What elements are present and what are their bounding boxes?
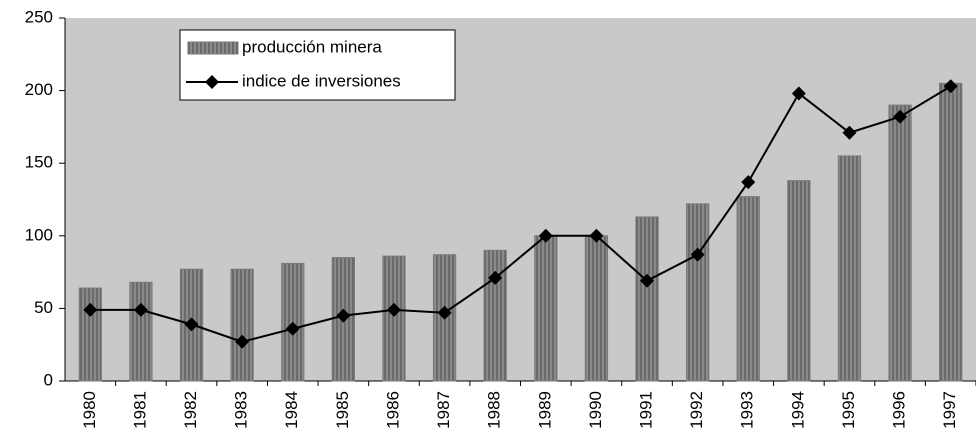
x-tick-label: 1984: [282, 391, 301, 429]
x-tick-label: 1996: [890, 391, 909, 429]
bar: [635, 216, 659, 382]
x-tick-label: 1992: [687, 391, 706, 429]
marker: [184, 317, 199, 332]
x-tick-label: 1982: [181, 391, 200, 429]
y-tick-label: 200: [25, 80, 53, 99]
marker: [437, 305, 452, 320]
x-tick-label: 1987: [434, 391, 453, 429]
bar: [584, 235, 609, 382]
y-tick-label: 50: [34, 298, 53, 317]
bar: [129, 281, 153, 382]
legend-marker: [205, 75, 219, 89]
marker: [943, 79, 958, 94]
marker: [235, 334, 250, 349]
legend-label: indice de inversiones: [242, 71, 401, 90]
x-tick-label: 1986: [383, 391, 402, 429]
marker: [640, 273, 655, 288]
marker: [791, 86, 806, 101]
y-tick-label: 250: [25, 7, 53, 26]
marker: [690, 247, 705, 262]
marker: [488, 270, 503, 285]
bar: [939, 82, 963, 382]
y-tick-label: 0: [44, 370, 53, 389]
bar: [483, 249, 507, 382]
marker: [285, 321, 300, 336]
marker: [893, 109, 908, 124]
x-tick-label: 1989: [535, 391, 554, 429]
x-tick-label: 1997: [940, 391, 959, 429]
marker: [538, 228, 553, 243]
x-tick-label: 1981: [130, 391, 149, 429]
bar: [382, 255, 406, 382]
bar: [534, 235, 558, 382]
bar: [78, 287, 102, 382]
bar: [736, 196, 760, 382]
marker: [133, 302, 148, 317]
x-tick-label: 1993: [738, 391, 757, 429]
bar: [686, 203, 710, 382]
legend-box: [179, 29, 456, 101]
marker: [386, 302, 401, 317]
x-tick-label: 1995: [839, 391, 858, 429]
legend-label: producción minera: [242, 37, 382, 56]
legend-swatch: [187, 41, 239, 55]
marker: [741, 175, 756, 190]
marker: [83, 302, 98, 317]
marker: [336, 308, 351, 323]
marker: [589, 228, 604, 243]
x-tick-label: 1983: [232, 391, 251, 429]
y-tick-label: 150: [25, 153, 53, 172]
x-tick-label: 1988: [485, 391, 504, 429]
bar: [230, 268, 254, 382]
bar: [888, 104, 912, 382]
x-tick-label: 1980: [80, 391, 99, 429]
y-tick-label: 100: [25, 225, 53, 244]
line: [90, 85, 952, 343]
x-tick-label: 1990: [586, 391, 605, 429]
x-tick-label: 1985: [333, 391, 352, 429]
marker: [842, 125, 857, 140]
bar: [787, 180, 811, 382]
bar: [837, 155, 862, 382]
x-tick-label: 1994: [788, 391, 807, 429]
x-tick-label: 1991: [637, 391, 656, 429]
